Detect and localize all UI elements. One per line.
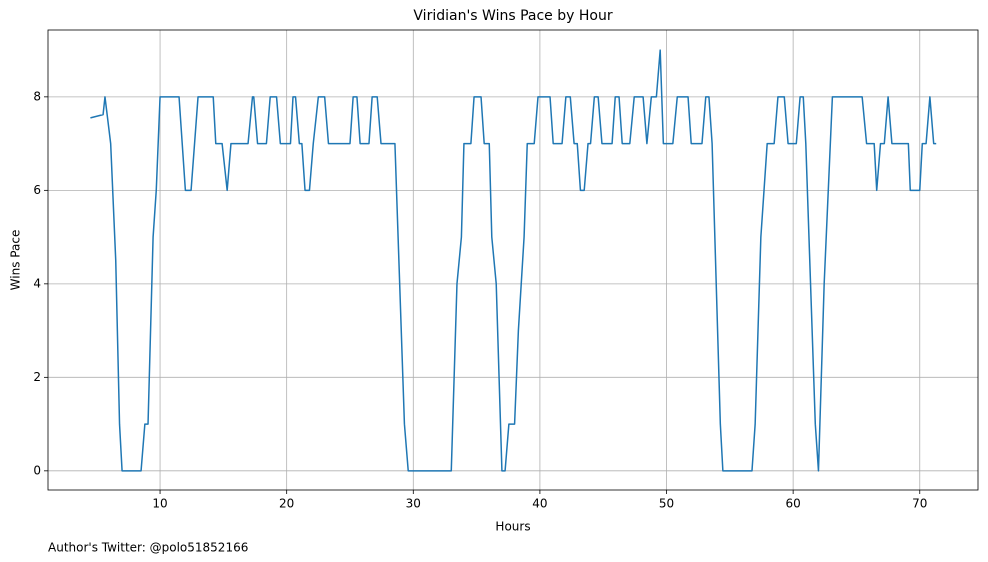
- x-tick-label: 60: [785, 497, 800, 511]
- plot-frame: [47, 29, 979, 491]
- y-axis-label: Wins Pace: [9, 230, 23, 291]
- chart-title: Viridian's Wins Pace by Hour: [413, 8, 612, 24]
- x-tick-label: 50: [659, 497, 674, 511]
- y-tick-label: 4: [33, 276, 41, 290]
- x-axis-label: Hours: [495, 520, 530, 534]
- y-tick-label: 6: [33, 183, 41, 197]
- y-tick-label: 8: [33, 89, 41, 103]
- x-tick-label: 30: [406, 497, 421, 511]
- x-tick-label: 10: [152, 497, 167, 511]
- data-line: [90, 49, 937, 472]
- x-tick-label: 70: [912, 497, 927, 511]
- x-tick-label: 20: [279, 497, 294, 511]
- footer-note: Author's Twitter: @polo51852166: [48, 541, 248, 555]
- y-tick-label: 0: [33, 463, 41, 477]
- x-tick-label: 40: [532, 497, 547, 511]
- y-tick-label: 2: [33, 370, 41, 384]
